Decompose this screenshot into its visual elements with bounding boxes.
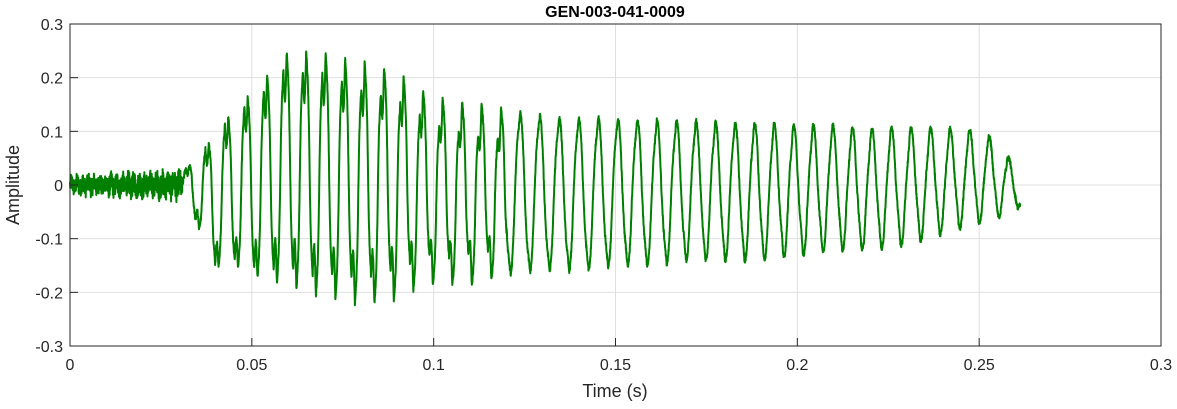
y-tick-label: -0.2 [35,285,63,302]
x-tick-label: 0.25 [964,357,995,374]
x-tick-label: 0.1 [423,357,445,374]
x-tick-label: 0.05 [236,357,267,374]
y-tick-label: -0.3 [35,339,63,356]
y-tick-label: 0 [54,178,63,195]
y-tick-label: 0.3 [41,17,63,34]
x-tick-label: 0.2 [786,357,808,374]
x-tick-label: 0 [66,357,75,374]
y-tick-label: 0.2 [41,71,63,88]
ticks: 0 0.05 0.1 0.15 0.2 0.25 0.3 -0.3 -0.2 -0.1 0 0.1 0.… [35,17,1172,374]
y-axis-label: Amplitude [3,145,23,225]
x-axis-label: Time (s) [582,381,647,401]
y-tick-label: -0.1 [35,232,63,249]
plot-area [69,50,1022,307]
y-tick-label: 0.1 [41,124,63,141]
signal-line [69,50,1022,307]
chart-title: GEN-003-041-0009 [545,4,685,21]
grid [70,24,1161,346]
x-tick-label: 0.3 [1150,357,1172,374]
x-tick-label: 0.15 [600,357,631,374]
